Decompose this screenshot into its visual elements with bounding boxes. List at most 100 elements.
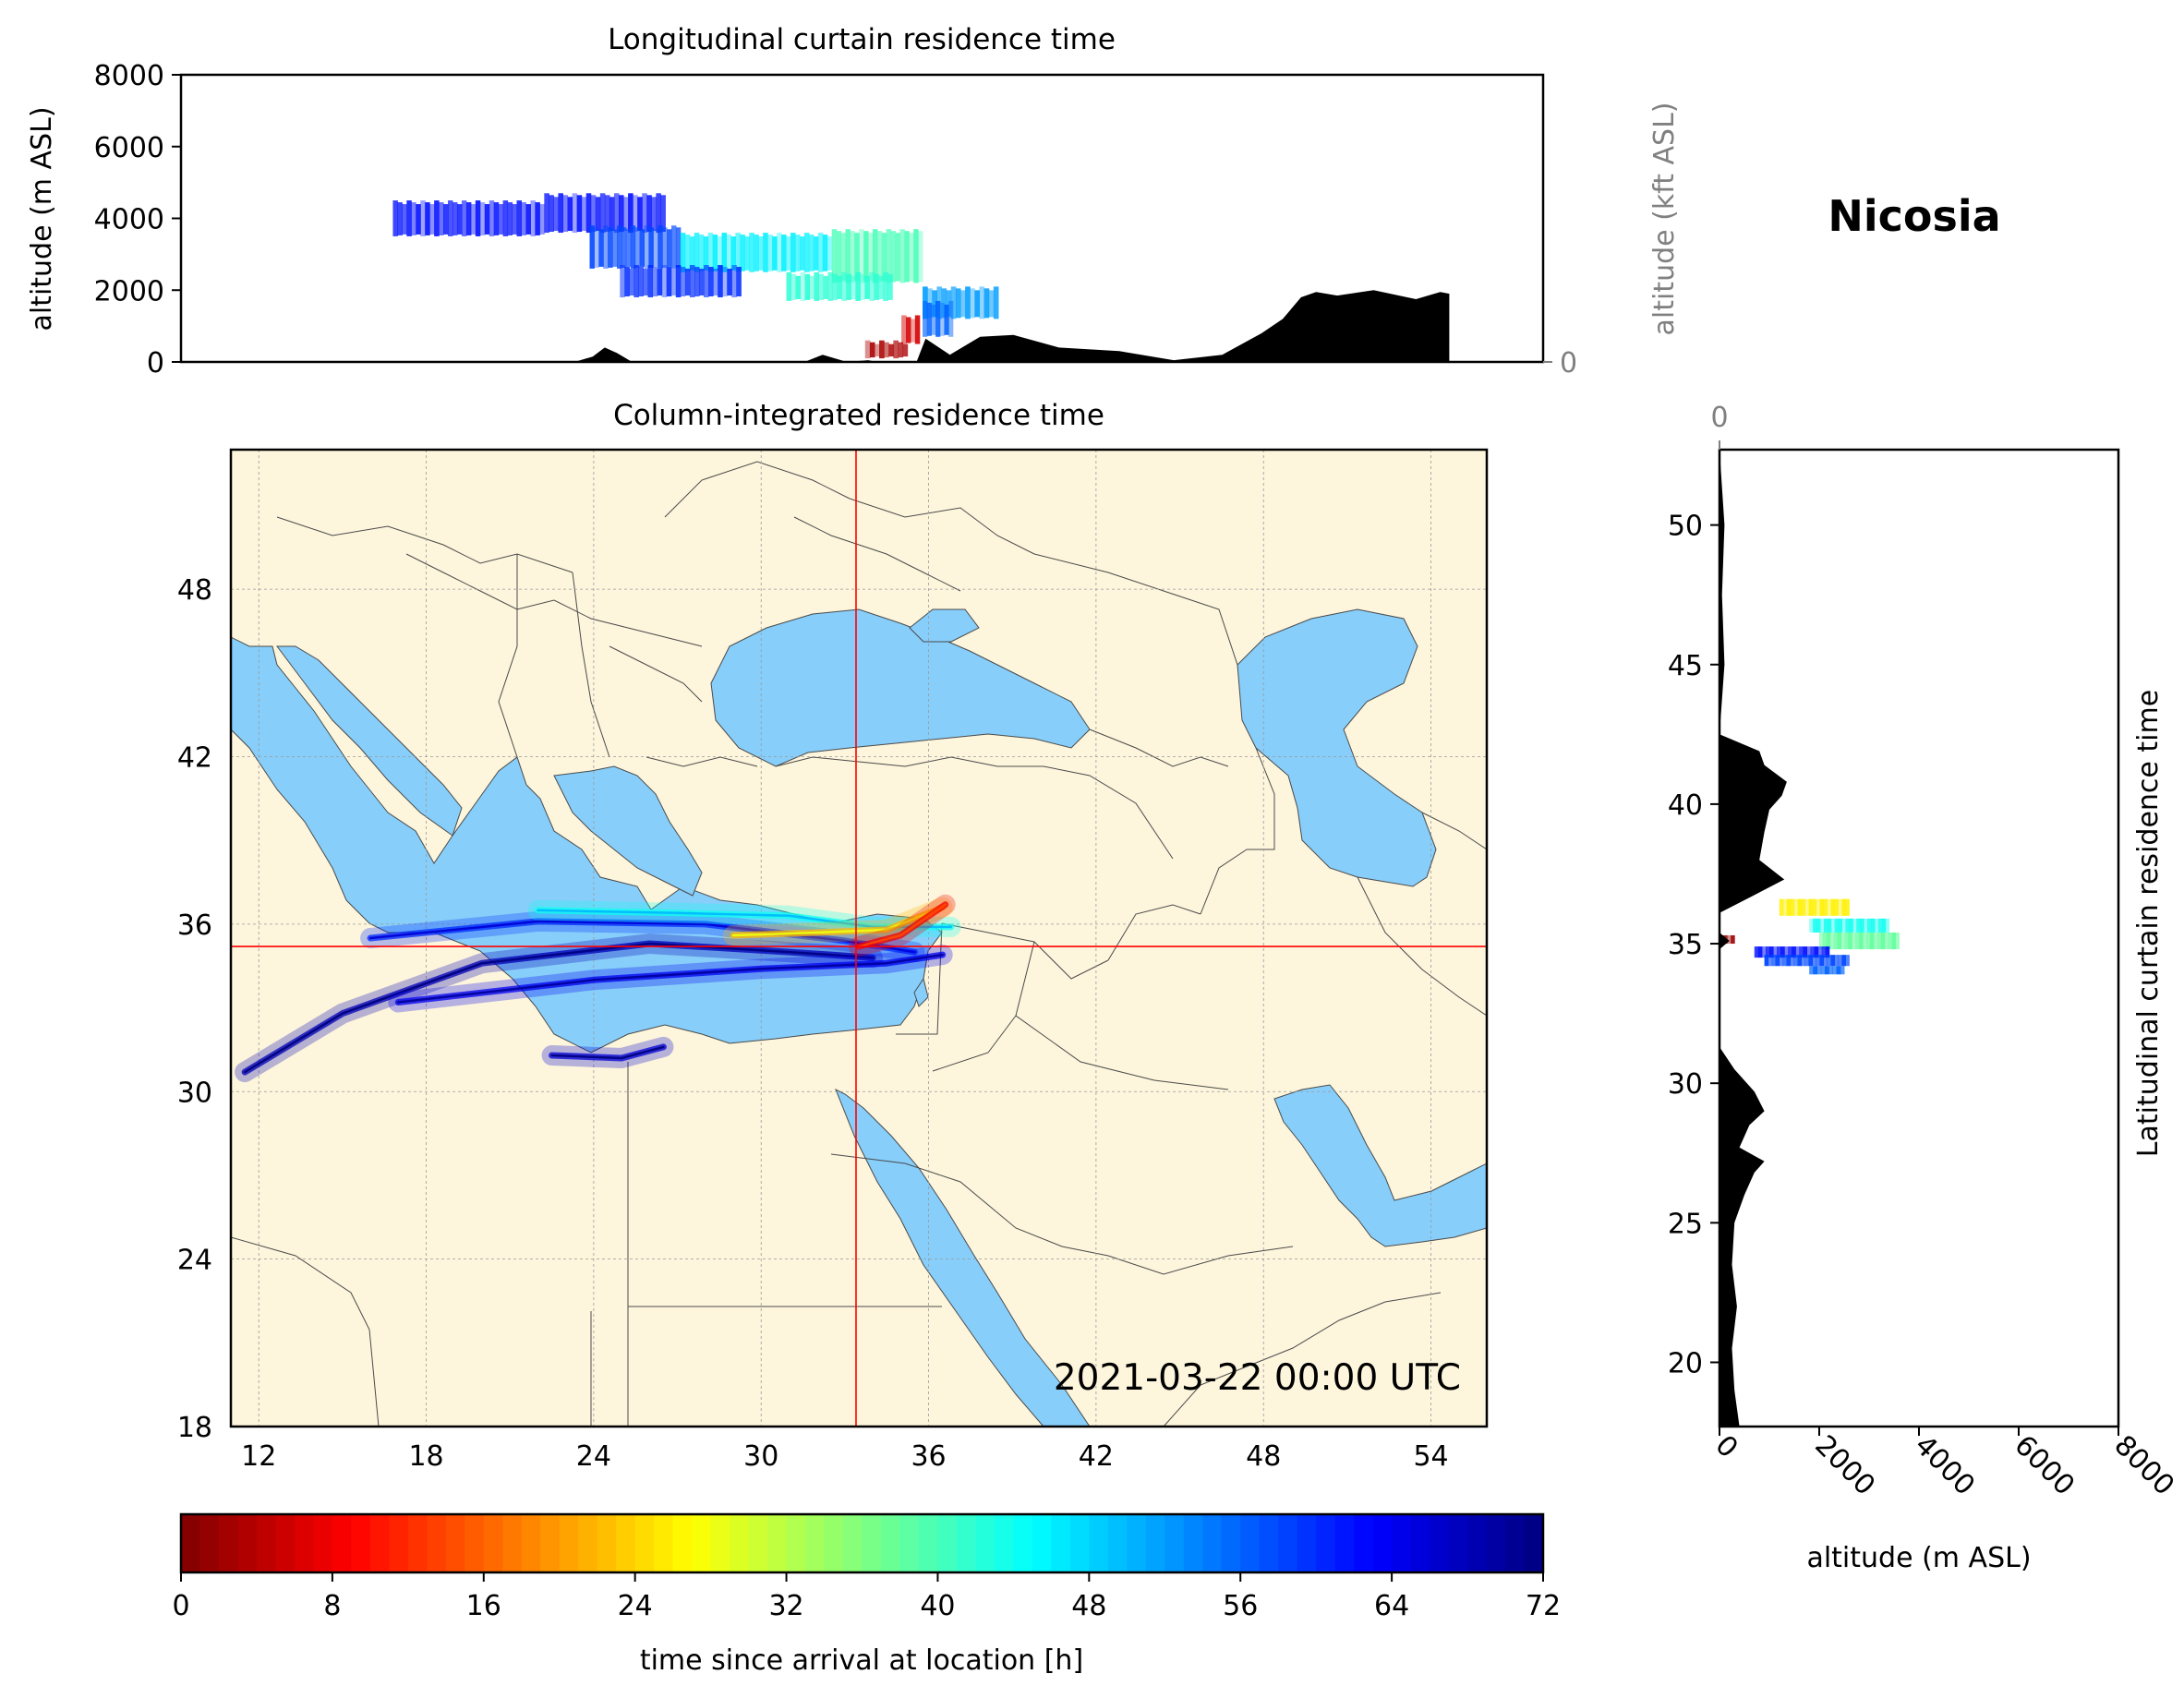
colorbar-tick-label: 64: [1374, 1590, 1409, 1622]
top-plume-cell: [392, 200, 545, 236]
colorbar-tick-label: 24: [618, 1590, 653, 1622]
colorbar-segment: [1183, 1514, 1204, 1572]
colorbar-segment: [880, 1514, 901, 1572]
top-plume-cell: [620, 265, 742, 298]
top-plume-cell: [589, 225, 682, 269]
colorbar-tick-label: 72: [1526, 1590, 1561, 1622]
colorbar-tick-label: 8: [323, 1590, 341, 1622]
top-ylabel: altitude (m ASL): [26, 106, 58, 331]
colorbar-segment: [559, 1514, 580, 1572]
colorbar-label: time since arrival at location [h]: [640, 1644, 1083, 1677]
map-xtick-label: 30: [743, 1440, 778, 1473]
map-plume-track: [235, 933, 884, 1083]
top-left-tick-label: 2000: [94, 275, 164, 307]
colorbar-segment: [710, 1514, 730, 1572]
colorbar-segment: [616, 1514, 636, 1572]
column-integrated-map-panel: Column-integrated residence time: [177, 399, 1489, 1473]
colorbar-tick-label: 32: [768, 1590, 803, 1622]
map-xtick-label: 42: [1079, 1440, 1114, 1473]
colorbar-segment: [1410, 1514, 1430, 1572]
colorbar-segment: [1202, 1514, 1223, 1572]
map-axes: 12 18 24 30 36 42 48 54 18 24 30 36 42 48: [177, 574, 1449, 1473]
right-xtick-label: 6000: [2008, 1429, 2081, 1502]
map-xtick-label: 54: [1413, 1440, 1448, 1473]
colorbar-segment: [597, 1514, 617, 1572]
colorbar-segment: [369, 1514, 391, 1572]
aegean-sea: [553, 765, 703, 897]
right-frame: [1718, 448, 2120, 1428]
colorbar-segment: [1334, 1514, 1355, 1572]
colorbar-segment: [1240, 1514, 1261, 1572]
colorbar-segment: [1013, 1514, 1033, 1572]
right-axes: 0501002025303540455002000400060008000: [1668, 402, 2180, 1502]
colorbar-segment: [445, 1514, 466, 1572]
colorbar-segment: [407, 1514, 428, 1572]
colorbar-segment: [1051, 1514, 1071, 1572]
top-left-tick-label: 4000: [94, 204, 164, 236]
map-ytick-label: 24: [177, 1245, 212, 1277]
colorbar-segment: [199, 1514, 220, 1572]
longitudinal-curtain-panel: Longitudinal curtain residence time 0501…: [26, 23, 1681, 379]
colorbar-segment: [843, 1514, 863, 1572]
top-left-tick-label: 0: [147, 347, 164, 379]
right-ytick-label: 45: [1668, 650, 1703, 682]
top-terrain: [574, 290, 1450, 362]
right-plume-cell: [1754, 946, 1830, 958]
map-xtick-label: 24: [576, 1440, 611, 1473]
colorbar-segment: [1164, 1514, 1185, 1572]
top-plume-cell: [864, 340, 909, 359]
persian-gulf: [1273, 1084, 1487, 1247]
top-title: Longitudinal curtain residence time: [608, 23, 1116, 56]
right-ytick-label: 30: [1668, 1068, 1703, 1101]
colorbar-segment: [1221, 1514, 1242, 1572]
colorbar-segment: [824, 1514, 844, 1572]
map-graticule: [231, 450, 1487, 1427]
right-ytick-label: 25: [1668, 1208, 1703, 1240]
colorbar-tick-label: 56: [1223, 1590, 1258, 1622]
colorbar-tick-label: 16: [466, 1590, 501, 1622]
colorbar-segment: [975, 1514, 995, 1572]
colorbar-segment: [502, 1514, 523, 1572]
dead-sea: [913, 977, 929, 1007]
right-plot-area: [1719, 450, 1900, 1427]
right-xtick-label: 2000: [1808, 1429, 1881, 1502]
colorbar-segment: [389, 1514, 409, 1572]
colorbar-segment: [1448, 1514, 1468, 1572]
colorbar-segment: [332, 1514, 353, 1572]
colorbar-segment: [1524, 1514, 1544, 1572]
colorbar-segment: [1032, 1514, 1053, 1572]
colorbar-axes: 0 8 16 24 32 40 48 56 64 72: [172, 1572, 1561, 1622]
colorbar-segment: [256, 1514, 277, 1572]
map-frame: [229, 448, 1489, 1428]
colorbar-segment: [427, 1514, 447, 1572]
colorbar-segment: [1467, 1514, 1488, 1572]
map-ytick-label: 36: [177, 909, 212, 942]
map-ytick-label: 42: [177, 742, 212, 775]
colorbar-segment: [730, 1514, 750, 1572]
top-plume-cell: [680, 233, 833, 272]
top-ylabel-right: altitude (kft ASL): [1648, 102, 1681, 335]
right-xtick-label: 0: [1708, 1429, 1744, 1464]
colorbar-segment: [1354, 1514, 1374, 1572]
right-plume-cell: [1764, 955, 1850, 967]
colorbar-segment: [313, 1514, 333, 1572]
colorbar-segment: [465, 1514, 485, 1572]
colorbar-segment: [1316, 1514, 1336, 1572]
map-plume-track: [388, 945, 953, 1013]
colorbar-segment: [351, 1514, 371, 1572]
map-ytick-label: 48: [177, 574, 212, 607]
right-plume-cell: [1779, 898, 1850, 916]
colorbar-segment: [918, 1514, 939, 1572]
map-title: Column-integrated residence time: [613, 399, 1104, 432]
colorbar-segment: [540, 1514, 561, 1572]
colorbar-segment: [578, 1514, 598, 1572]
latitudinal-curtain-panel: 0501002025303540455002000400060008000 La…: [1668, 402, 2180, 1574]
colorbar-segment: [275, 1514, 296, 1572]
colorbar-segment: [181, 1514, 201, 1572]
right-top-tick-label: 0: [1710, 402, 1728, 434]
top-axes: 05010002000400060008000: [94, 60, 1577, 379]
colorbar-segment: [862, 1514, 882, 1572]
timestamp: 2021-03-22 00:00 UTC: [1054, 1357, 1461, 1399]
right-ytick-label: 50: [1668, 511, 1703, 543]
